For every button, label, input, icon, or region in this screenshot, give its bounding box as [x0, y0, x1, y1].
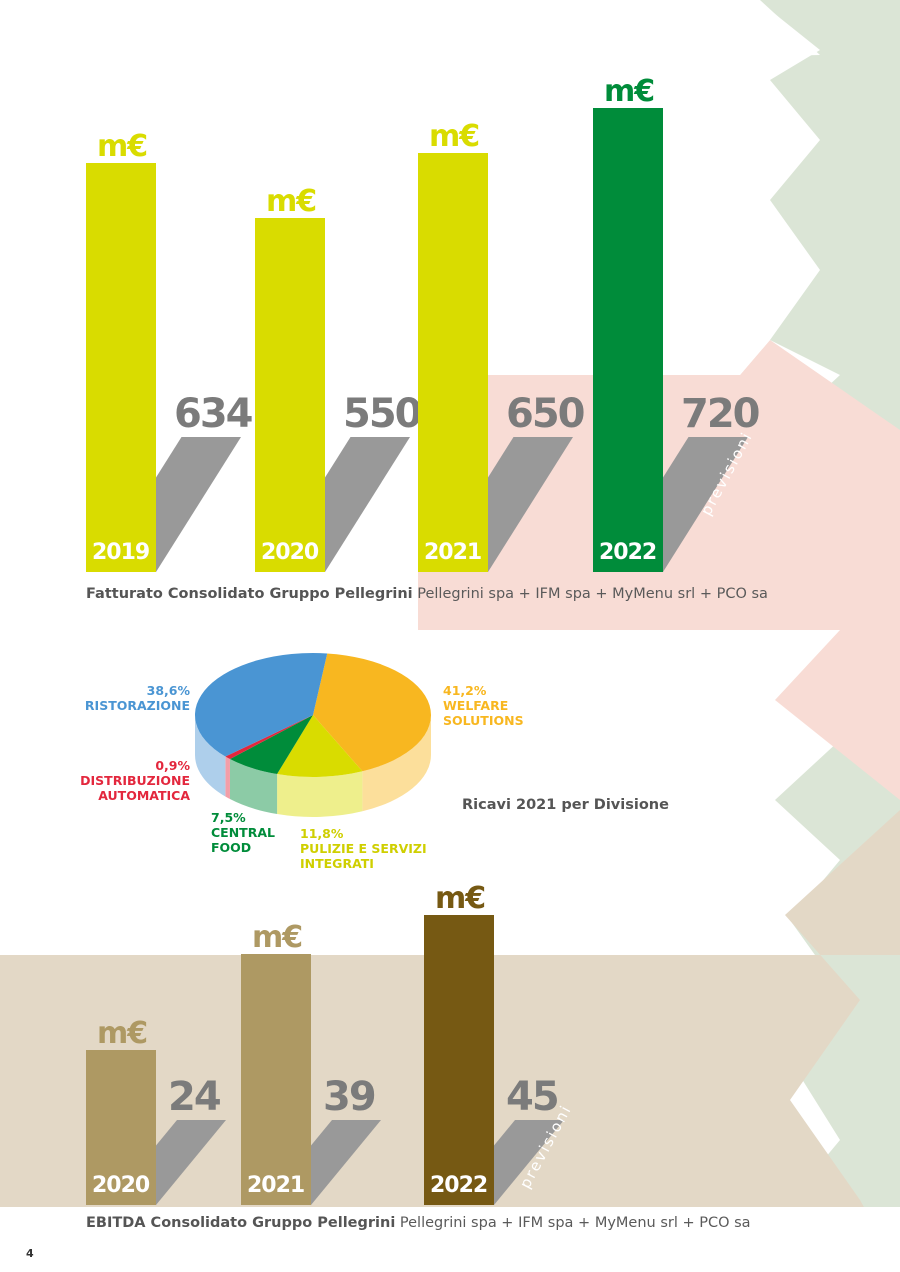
pie-side-pulizie-e-servizi-integrati: [277, 771, 363, 817]
year-label-2021: 2021: [424, 540, 482, 565]
page-number: 4: [26, 1247, 34, 1260]
division-pie-chart: [195, 653, 431, 817]
year-label-2020: 2020: [92, 1173, 150, 1198]
bar-2019: [86, 163, 156, 572]
year-label-2022: 2022: [599, 540, 657, 565]
pie-label-central: 7,5% CENTRAL FOOD: [211, 810, 275, 855]
bar-shadow-shape-2022: [494, 1120, 564, 1205]
value-label-2021: 39: [323, 1074, 377, 1120]
pie-name-pulizie-2: INTEGRATI: [300, 856, 374, 871]
pie-name-welfare-1: WELFARE: [443, 698, 509, 713]
bar-2021: [241, 953, 311, 1205]
bar-2020: [86, 1050, 156, 1205]
bar-shadow-shape-2021: [311, 1120, 381, 1205]
pie-pct-central: 7,5%: [211, 810, 246, 825]
revenue-caption-title: Fatturato Consolidato Gruppo Pellegrini: [86, 586, 413, 602]
pie-title: Ricavi 2021 per Divisione: [462, 797, 669, 813]
unit-label-2021: m€: [429, 119, 480, 155]
bar-2020: [255, 217, 325, 572]
pie-slice-welfare-solutions: [313, 653, 431, 772]
value-label-2019: 634: [174, 391, 253, 437]
bar-2022: [593, 108, 663, 572]
pie-slice-ristorazione: [195, 653, 328, 757]
pie-slice-pulizie-e-servizi-integrati: [277, 715, 363, 777]
unit-label-2022: m€: [604, 74, 655, 109]
bar-shadow-2022: [494, 1120, 564, 1205]
value-label-2021: 650: [506, 391, 585, 437]
pie-side-ristorazione: [195, 715, 226, 797]
bar-shadow-2022: [663, 437, 748, 572]
value-label-2022: 720: [681, 391, 760, 437]
pie-pct-welfare: 41,2%: [443, 683, 487, 698]
pie-name-central-1: CENTRAL: [211, 825, 275, 840]
pie-slice-central-food: [229, 715, 313, 775]
year-label-2020: 2020: [261, 540, 319, 565]
bar-shadow-shape-2020: [156, 1120, 226, 1205]
bar-shadow-shape-2022: [663, 437, 748, 572]
bg-white-mask-top: [593, 0, 820, 60]
ebitda-caption-title: EBITDA Consolidato Gruppo Pellegrini: [86, 1215, 396, 1231]
value-label-2020: 550: [343, 391, 422, 437]
ebitda-caption: EBITDA Consolidato Gruppo Pellegrini Pel…: [86, 1215, 751, 1231]
year-label-2019: 2019: [92, 540, 150, 565]
value-label-2022: 45: [506, 1074, 560, 1120]
pie-name-distribuzione-2: AUTOMATICA: [98, 788, 190, 803]
pie-name-ristorazione: RISTORAZIONE: [84, 698, 190, 713]
bar-shadow-shape-2020: [325, 437, 410, 572]
value-label-2020: 24: [168, 1074, 222, 1120]
pie-label-ristorazione: 38,6% RISTORAZIONE: [70, 683, 190, 713]
bg-white-notch: [660, 340, 770, 375]
year-label-2021: 2021: [247, 1173, 305, 1198]
bar-shadow-2020: [156, 1120, 226, 1205]
pie-pct-distribuzione: 0,9%: [155, 758, 190, 773]
unit-label-2019: m€: [97, 129, 148, 165]
pie-name-welfare-2: SOLUTIONS: [443, 713, 524, 728]
pie-name-central-2: FOOD: [211, 840, 252, 855]
bar-shadow-shape-2019: [156, 437, 241, 572]
pie-name-distribuzione-1: DISTRIBUZIONE: [80, 773, 190, 788]
bar-shadow-shape-2021: [488, 437, 573, 572]
bar-2021: [418, 153, 488, 572]
unit-label-2022: m€: [435, 881, 486, 916]
pie-slice-distribuzione-automatica: [225, 715, 313, 760]
revenue-caption: Fatturato Consolidato Gruppo Pellegrini …: [86, 586, 768, 602]
bar-shadow-2021: [488, 437, 573, 572]
year-label-2022: 2022: [430, 1173, 488, 1198]
bar-shadow-2019: [156, 437, 241, 572]
pie-name-pulizie-1: PULIZIE E SERVIZI: [300, 841, 427, 856]
pie-pct-pulizie: 11,8%: [300, 826, 344, 841]
pie-side-central-food: [229, 759, 278, 815]
pie-side-distribuzione-automatica: [225, 756, 230, 800]
pie-side-welfare-solutions: [362, 715, 431, 812]
bar-shadow-2020: [325, 437, 410, 572]
revenue-caption-subtitle: Pellegrini spa + IFM spa + MyMenu srl + …: [417, 586, 768, 602]
bg-white-band-bottom: [0, 1207, 900, 1272]
pie-label-distribuzione: 0,9% DISTRIBUZIONE AUTOMATICA: [60, 758, 190, 803]
pie-pct-ristorazione: 38,6%: [146, 683, 190, 698]
pie-label-pulizie: 11,8% PULIZIE E SERVIZI INTEGRATI: [300, 826, 427, 871]
bar-2022: [424, 915, 494, 1205]
unit-label-2020: m€: [97, 1016, 148, 1052]
unit-label-2020: m€: [266, 183, 317, 219]
bar-shadow-2021: [311, 1120, 381, 1205]
unit-label-2021: m€: [252, 919, 303, 955]
pie-label-welfare: 41,2% WELFARE SOLUTIONS: [443, 683, 524, 728]
ebitda-caption-subtitle: Pellegrini spa + IFM spa + MyMenu srl + …: [399, 1215, 751, 1231]
